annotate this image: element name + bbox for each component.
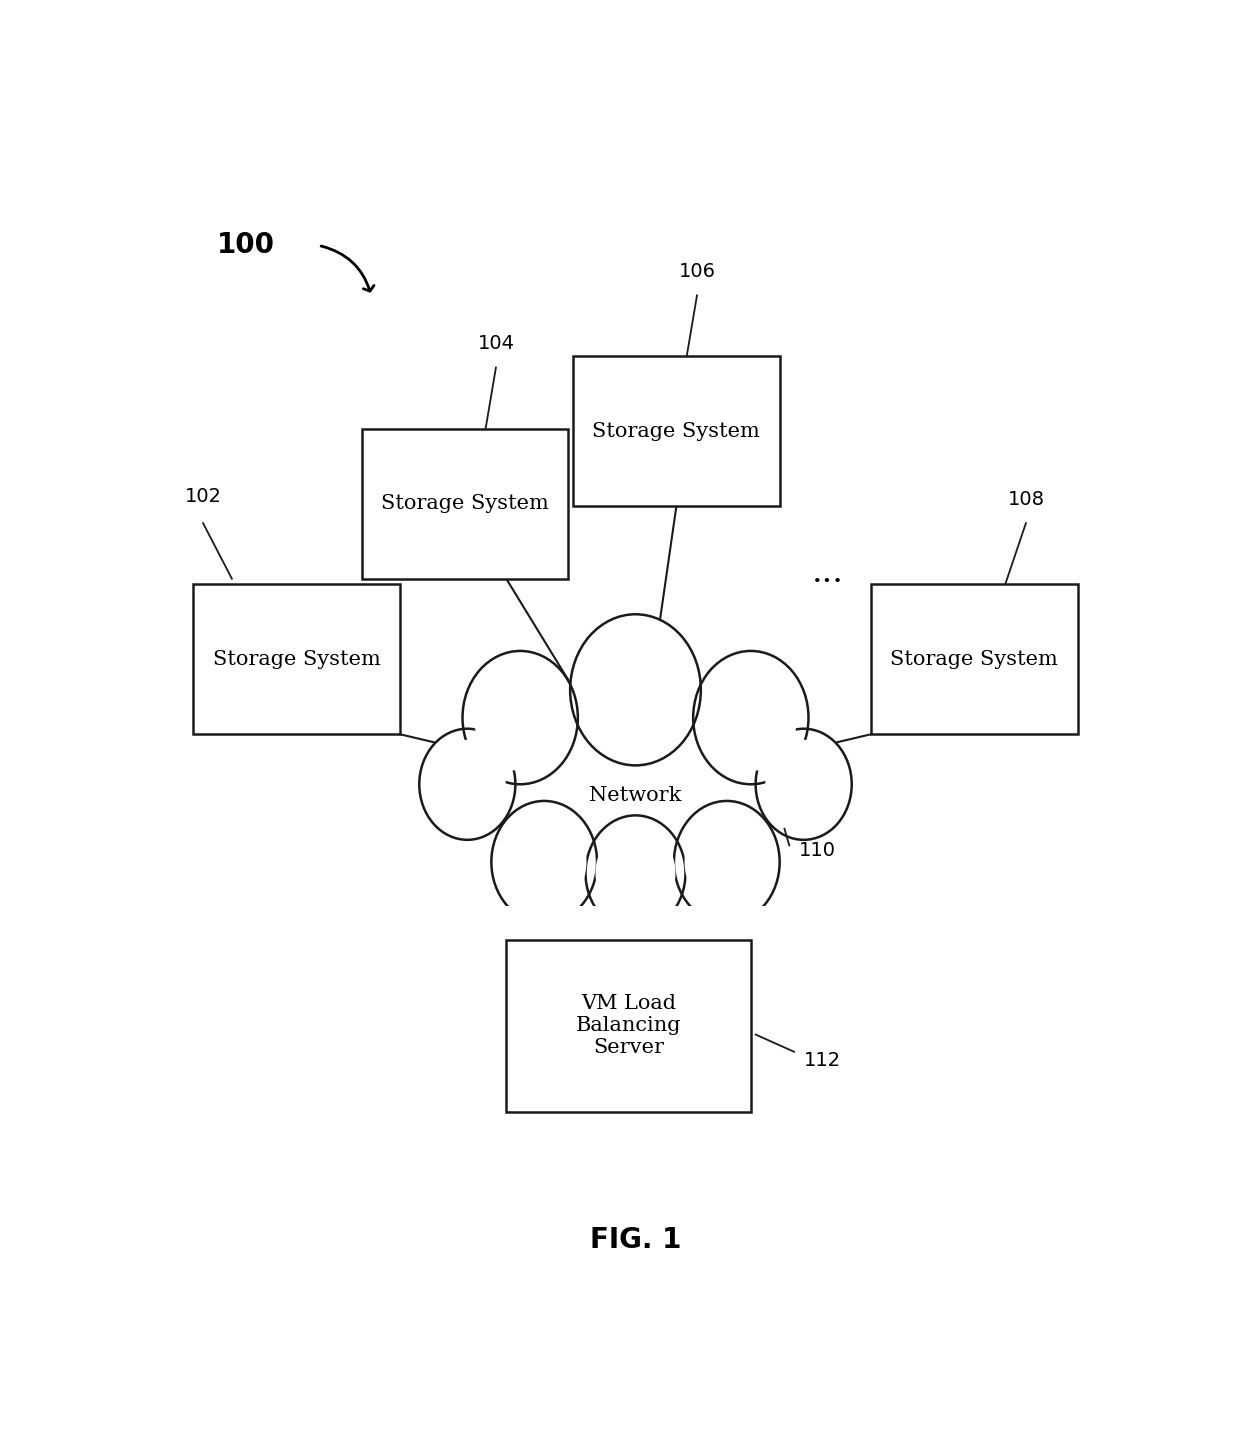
Circle shape [585, 815, 686, 931]
Text: 104: 104 [477, 335, 515, 354]
Text: ...: ... [812, 557, 843, 589]
Text: Storage System: Storage System [593, 421, 760, 442]
Circle shape [595, 827, 676, 919]
Circle shape [419, 729, 516, 840]
Circle shape [583, 629, 688, 750]
Bar [193, 584, 401, 734]
Bar [870, 584, 1078, 734]
Text: Storage System: Storage System [890, 649, 1058, 668]
Circle shape [491, 801, 598, 924]
Text: Storage System: Storage System [213, 649, 381, 668]
Circle shape [502, 814, 587, 911]
Circle shape [429, 740, 506, 828]
Bar [506, 939, 750, 1113]
Circle shape [463, 651, 578, 785]
Text: 100: 100 [217, 231, 275, 260]
Text: 106: 106 [678, 263, 715, 281]
Circle shape [704, 664, 797, 771]
Text: 112: 112 [804, 1051, 841, 1069]
Circle shape [474, 664, 567, 771]
Bar [362, 429, 568, 579]
Circle shape [693, 651, 808, 785]
Text: 108: 108 [1007, 489, 1044, 509]
Circle shape [684, 814, 769, 911]
Text: 102: 102 [185, 488, 222, 506]
Circle shape [570, 615, 701, 765]
Text: FIG. 1: FIG. 1 [590, 1225, 681, 1254]
Bar [573, 356, 780, 506]
Text: 110: 110 [799, 841, 836, 860]
Circle shape [765, 740, 842, 828]
Circle shape [675, 801, 780, 924]
Text: VM Load
Balancing
Server: VM Load Balancing Server [575, 994, 681, 1058]
Text: Storage System: Storage System [381, 494, 549, 514]
Bar [386, 906, 885, 968]
Text: Network: Network [589, 786, 682, 805]
Circle shape [755, 729, 852, 840]
